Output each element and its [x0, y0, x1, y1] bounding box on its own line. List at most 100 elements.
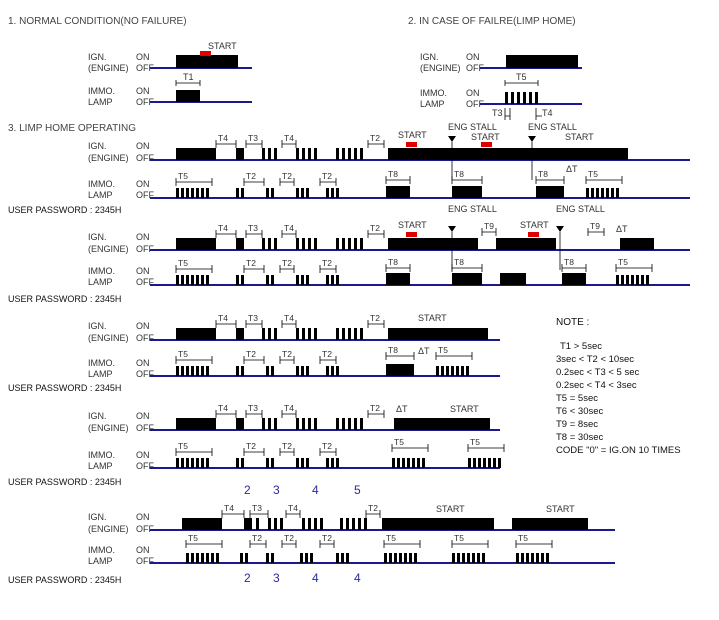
signal-pulse	[176, 238, 216, 250]
blink-pulse	[296, 366, 299, 376]
blink-pulse	[306, 275, 309, 285]
lamp-label: LAMP	[88, 190, 113, 200]
ign-label: IGN.	[88, 141, 107, 151]
blink-pulse	[296, 188, 299, 198]
signal-pulse	[342, 148, 345, 160]
code-digit: 2	[244, 571, 251, 585]
limp-blink-train	[505, 92, 538, 104]
signal-pulse	[388, 148, 628, 160]
signal-pulse	[308, 328, 311, 340]
ign-pulse	[176, 55, 238, 68]
t8-label: T8	[454, 257, 464, 267]
blink-pulse	[191, 458, 194, 468]
blink-pulse	[472, 553, 475, 563]
blink-pulse	[266, 275, 269, 285]
blink-pulse	[611, 188, 614, 198]
lamp-label: LAMP	[88, 556, 113, 566]
blink-pulse	[181, 275, 184, 285]
t2-label: T2	[282, 349, 292, 359]
signal-pulse	[274, 238, 277, 250]
blink-pulse	[631, 275, 634, 285]
code-digit: 3	[273, 483, 280, 497]
interval-bracket	[319, 448, 337, 456]
t8-label: T8	[564, 257, 574, 267]
blink-pulse	[467, 553, 470, 563]
start-marker	[481, 142, 492, 147]
interval-bracket	[467, 444, 505, 452]
signal-pulse	[342, 328, 345, 340]
on-label: ON	[136, 141, 150, 151]
interval-bracket	[561, 264, 587, 272]
blink-pulse	[216, 553, 219, 563]
signal-pulse	[308, 418, 311, 430]
signal-pulse	[348, 418, 351, 430]
t1-label: T1	[183, 72, 194, 82]
ign-label: IGN.	[88, 512, 107, 522]
signal-pulse	[320, 518, 323, 530]
interval-bracket	[245, 320, 263, 328]
interval-bracket	[435, 352, 473, 360]
signal-pulse	[360, 238, 363, 250]
blink-pulse	[211, 553, 214, 563]
t2-label: T2	[368, 503, 378, 513]
interval-bracket	[385, 352, 415, 360]
t2-label: T2	[370, 403, 380, 413]
off-label: OFF	[466, 63, 484, 73]
t5-label: T5	[386, 533, 396, 543]
heading-limp-home-failure: 2. IN CASE OF FAILRE(LIMP HOME)	[408, 16, 576, 27]
t9-label: T9	[484, 221, 494, 231]
interval-bracket	[215, 230, 237, 238]
interval-bracket	[385, 176, 411, 184]
t8-label: T8	[388, 257, 398, 267]
interval-bracket	[367, 320, 385, 328]
signal-pulse	[354, 328, 357, 340]
delta-t-label: ΔT	[616, 224, 628, 234]
blink-pulse	[468, 458, 471, 468]
t5-label: T5	[188, 533, 198, 543]
blink-pulse	[452, 553, 455, 563]
blink-pulse	[601, 188, 604, 198]
blink-pulse	[417, 458, 420, 468]
signal-pulse	[342, 238, 345, 250]
note-line: CODE "0" = IG.ON 10 TIMES	[556, 445, 681, 456]
interval-bracket	[279, 178, 295, 186]
off-label: OFF	[136, 97, 154, 107]
interval-bracket	[285, 510, 301, 518]
signal-pulse	[394, 418, 490, 430]
interval-bracket	[249, 540, 267, 548]
signal-pulse	[500, 273, 526, 285]
signal-pulse	[296, 238, 299, 250]
blink-pulse	[336, 188, 339, 198]
blink-pulse	[301, 188, 304, 198]
t4-label: T4	[224, 503, 234, 513]
off-label: OFF	[136, 277, 154, 287]
start-label: START	[436, 504, 465, 514]
code-digit: 2	[244, 483, 251, 497]
start-label: START	[398, 130, 427, 140]
normal-immo-labels: IMMO. LAMP ON OFF	[88, 86, 154, 107]
interval-bracket	[535, 176, 565, 184]
blink-pulse	[326, 458, 329, 468]
signal-pulse	[296, 418, 299, 430]
signal-pulse	[314, 238, 317, 250]
blink-pulse	[236, 188, 239, 198]
interval-bracket	[481, 228, 497, 236]
blink-pulse	[461, 366, 464, 376]
note-line: T9 = 8sec	[556, 419, 598, 430]
start-label: START	[546, 504, 575, 514]
blink-pulse	[446, 366, 449, 376]
signal-pulse	[236, 418, 244, 430]
blink-pulse	[241, 275, 244, 285]
blink-pulse	[397, 458, 400, 468]
t5-label: T5	[516, 72, 527, 82]
t2-label: T2	[246, 171, 256, 181]
user-password-label: USER PASSWORD : 2345H	[8, 294, 121, 304]
ign-pulse	[506, 55, 578, 68]
interval-bracket	[535, 108, 542, 120]
t2-label: T2	[252, 533, 262, 543]
blink-pulse	[266, 366, 269, 376]
blink-pulse	[606, 188, 609, 198]
t2-label: T2	[246, 258, 256, 268]
signal-pulse	[274, 418, 277, 430]
on-label: ON	[466, 88, 480, 98]
